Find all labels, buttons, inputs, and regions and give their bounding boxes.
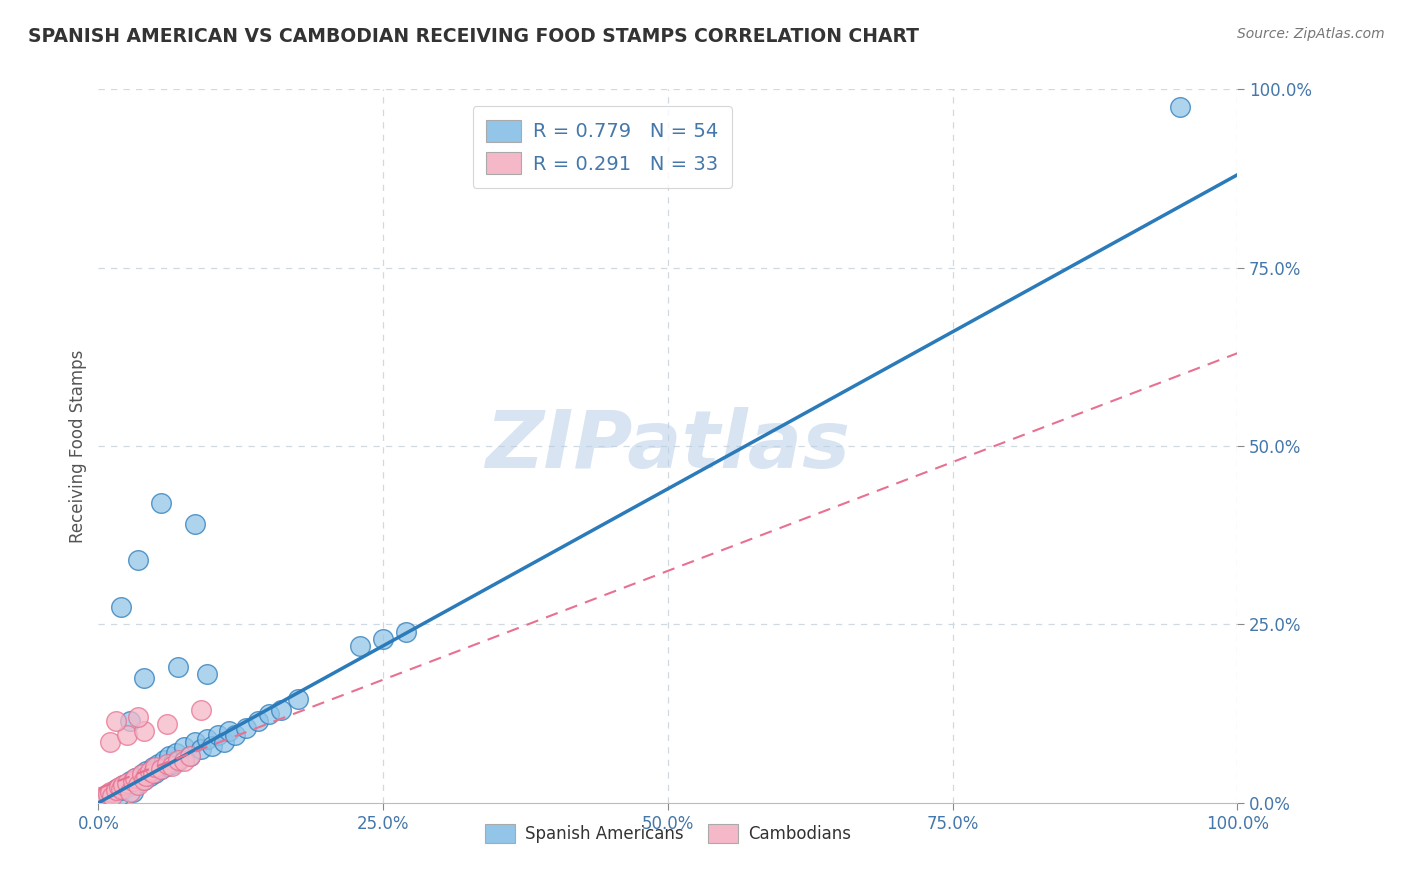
Point <box>150 496 173 510</box>
Point <box>287 692 309 706</box>
Point <box>93 792 115 806</box>
Point <box>156 756 179 771</box>
Point <box>112 778 135 792</box>
Y-axis label: Receiving Food Stamps: Receiving Food Stamps <box>69 350 87 542</box>
Point <box>167 753 190 767</box>
Point <box>120 774 142 789</box>
Point <box>145 760 167 774</box>
Point <box>195 667 218 681</box>
Point <box>224 728 246 742</box>
Point <box>395 624 418 639</box>
Point <box>156 758 179 772</box>
Point <box>132 772 155 787</box>
Point <box>101 789 124 803</box>
Point <box>184 517 207 532</box>
Point <box>98 735 121 749</box>
Point <box>138 764 160 778</box>
Point <box>201 739 224 753</box>
Point <box>112 778 135 792</box>
Text: ZIPatlas: ZIPatlas <box>485 407 851 485</box>
Point <box>184 735 207 749</box>
Point <box>145 765 167 780</box>
Point <box>121 785 143 799</box>
Point <box>179 749 201 764</box>
Point <box>104 783 127 797</box>
Point <box>93 790 115 805</box>
Point <box>120 714 142 728</box>
Point <box>179 749 201 764</box>
Point <box>90 792 112 806</box>
Point <box>162 756 184 771</box>
Point <box>270 703 292 717</box>
Point <box>132 671 155 685</box>
Point <box>195 731 218 746</box>
Point <box>212 735 235 749</box>
Point <box>127 553 149 567</box>
Point <box>135 769 157 783</box>
Point <box>101 785 124 799</box>
Point <box>150 762 173 776</box>
Point <box>218 724 240 739</box>
Point <box>153 753 176 767</box>
Point <box>110 781 132 796</box>
Point <box>115 776 138 790</box>
Point <box>207 728 229 742</box>
Point <box>165 746 187 760</box>
Point <box>121 774 143 789</box>
Point <box>104 714 127 728</box>
Point <box>132 724 155 739</box>
Point <box>96 787 118 801</box>
Point <box>156 717 179 731</box>
Point <box>115 780 138 794</box>
Point <box>127 778 149 792</box>
Point <box>246 714 269 728</box>
Point <box>167 755 190 769</box>
Point <box>124 771 146 785</box>
Point <box>124 771 146 785</box>
Point <box>108 780 131 794</box>
Point <box>131 767 153 781</box>
Point <box>1170 100 1192 114</box>
Point <box>115 728 138 742</box>
Point <box>150 762 173 776</box>
Point <box>98 785 121 799</box>
Point <box>131 767 153 781</box>
Point <box>104 781 127 796</box>
Point <box>235 721 257 735</box>
Text: SPANISH AMERICAN VS CAMBODIAN RECEIVING FOOD STAMPS CORRELATION CHART: SPANISH AMERICAN VS CAMBODIAN RECEIVING … <box>28 27 920 45</box>
Point <box>259 706 281 721</box>
Point <box>157 749 180 764</box>
Legend: Spanish Americans, Cambodians: Spanish Americans, Cambodians <box>477 815 859 852</box>
Point <box>127 776 149 790</box>
Text: Source: ZipAtlas.com: Source: ZipAtlas.com <box>1237 27 1385 41</box>
Point <box>162 758 184 772</box>
Point <box>110 599 132 614</box>
Point <box>96 787 118 801</box>
Point <box>98 790 121 805</box>
Point <box>138 769 160 783</box>
Point <box>173 755 195 769</box>
Point <box>135 764 157 778</box>
Point <box>142 765 165 780</box>
Point <box>190 703 212 717</box>
Point <box>127 710 149 724</box>
Point <box>110 783 132 797</box>
Point <box>142 760 165 774</box>
Point <box>371 632 394 646</box>
Point <box>173 740 195 755</box>
Point <box>146 756 169 771</box>
Point <box>349 639 371 653</box>
Point <box>120 785 142 799</box>
Point <box>108 789 131 803</box>
Point <box>167 660 190 674</box>
Point <box>132 772 155 787</box>
Point <box>190 742 212 756</box>
